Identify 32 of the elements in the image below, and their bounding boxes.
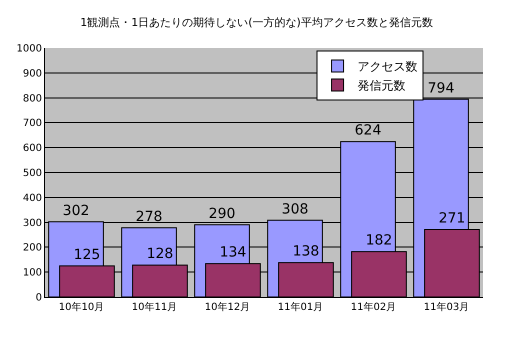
chart-title: 1観測点・1日あたりの期待しない(一方的な)平均アクセス数と発信元数 (80, 16, 433, 30)
data-label: 125 (74, 246, 100, 263)
data-label: 271 (438, 210, 466, 227)
legend-label: アクセス数 (358, 60, 418, 74)
y-tick-label: 700 (22, 118, 42, 130)
legend-label: 発信元数 (358, 78, 406, 93)
x-tick-label: 10年10月 (58, 301, 104, 313)
y-tick-label: 100 (22, 268, 42, 279)
y-tick-label: 800 (22, 93, 42, 104)
data-label: 134 (220, 244, 246, 261)
x-tick-label: 11年02月 (350, 301, 396, 313)
data-label: 794 (428, 80, 454, 96)
y-tick-label: 600 (22, 143, 42, 154)
y-tick-label: 900 (22, 68, 42, 80)
data-label: 302 (62, 202, 90, 219)
data-label: 128 (146, 246, 174, 262)
data-label: 290 (208, 206, 236, 222)
data-label: 308 (282, 201, 308, 218)
data-label: 624 (354, 122, 382, 139)
x-tick-label: 10年12月 (204, 301, 250, 313)
y-tick-label: 200 (22, 242, 42, 254)
data-label: 138 (292, 244, 320, 260)
y-tick-label: 0 (36, 292, 42, 304)
data-label: 278 (136, 208, 162, 225)
x-tick-label: 11年01月 (278, 301, 324, 313)
data-label: 182 (366, 232, 392, 249)
x-tick-label: 11年03月 (424, 301, 470, 313)
y-tick-label: 1000 (16, 44, 42, 54)
x-tick-label: 10年11月 (132, 301, 178, 313)
y-tick-label: 500 (22, 168, 42, 179)
y-tick-label: 400 (22, 192, 42, 204)
y-tick-label: 300 (22, 218, 42, 229)
